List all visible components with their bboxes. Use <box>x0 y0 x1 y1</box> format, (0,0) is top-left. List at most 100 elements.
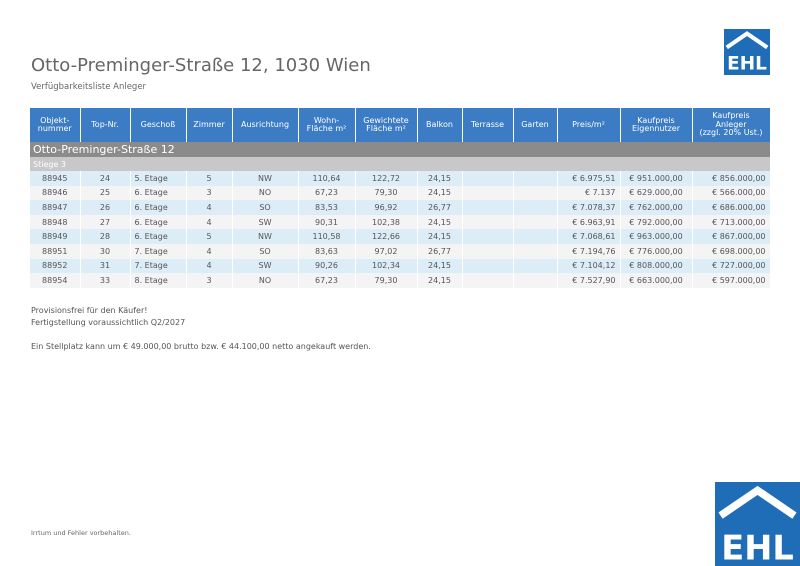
table-cell: NW <box>232 229 299 244</box>
table-cell: 88952 <box>30 258 81 274</box>
table-cell: 88954 <box>30 273 81 288</box>
table-cell: € 597.000,00 <box>692 273 771 288</box>
table-cell: 4 <box>186 214 233 230</box>
table-cell: 122,66 <box>355 229 418 244</box>
table-cell: 6. Etage <box>130 200 187 215</box>
table-cell <box>513 185 558 201</box>
table-cell <box>513 243 558 259</box>
table-cell: SO <box>232 200 299 215</box>
table-cell: 83,63 <box>298 243 356 259</box>
table-cell: € 7.527,90 <box>557 273 621 288</box>
table-cell: 83,53 <box>298 200 356 215</box>
table-cell: 5 <box>186 171 233 186</box>
table-cell: € 808.000,00 <box>620 258 693 274</box>
table-cell: SO <box>232 243 299 259</box>
street-row: Otto-Preminger-Straße 12 <box>30 142 771 157</box>
table-cell: 67,23 <box>298 273 356 288</box>
ehl-logo-bottom: EHL <box>715 482 800 566</box>
column-header: Preis/m² <box>557 108 621 142</box>
table-row: 88948 27 6. Etage 4 SW 90,31 102,38 24,15 € 6.96… <box>30 214 771 230</box>
table-cell: € 776.000,00 <box>620 243 693 259</box>
column-header: Ausrichtung <box>232 108 299 142</box>
table-cell: € 698.000,00 <box>692 243 771 259</box>
table-cell: 24,15 <box>417 273 463 288</box>
table-cell: 88947 <box>30 200 81 215</box>
table-cell: 27 <box>80 214 131 230</box>
table-cell <box>513 273 558 288</box>
table-cell: € 663.000,00 <box>620 273 693 288</box>
table-cell: 5. Etage <box>130 171 187 186</box>
table-cell: 6. Etage <box>130 214 187 230</box>
table-cell: 31 <box>80 258 131 274</box>
table-row: 88945 24 5. Etage 5 NW 110,64 122,72 24,15 € 6.9… <box>30 171 771 186</box>
table-cell: 88948 <box>30 214 81 230</box>
table-cell: 122,72 <box>355 171 418 186</box>
table-cell: 88951 <box>30 243 81 259</box>
column-header: Kaufpreis Eigennutzer <box>620 108 693 142</box>
table-cell: 88949 <box>30 229 81 244</box>
table-row: 88949 28 6. Etage 5 NW 110,58 122,66 24,15 € 7.0… <box>30 229 771 244</box>
table-cell <box>462 185 514 201</box>
svg-text:EHL: EHL <box>727 53 767 74</box>
table-cell <box>513 171 558 186</box>
table-cell: NO <box>232 185 299 201</box>
table-cell: 24 <box>80 171 131 186</box>
table-cell <box>462 273 514 288</box>
table-cell <box>462 171 514 186</box>
page-subtitle: Verfügbarkeitsliste Anleger <box>31 82 147 92</box>
table-cell <box>513 200 558 215</box>
table-cell: 7. Etage <box>130 258 187 274</box>
table-cell: 33 <box>80 273 131 288</box>
table-cell <box>462 258 514 274</box>
table-cell: 30 <box>80 243 131 259</box>
column-header: Gewichtete Fläche m² <box>355 108 418 142</box>
table-cell: € 7.104,12 <box>557 258 621 274</box>
table-cell: 24,15 <box>417 258 463 274</box>
table-cell: € 951.000,00 <box>620 171 693 186</box>
table-cell: 25 <box>80 185 131 201</box>
table-cell: 79,30 <box>355 273 418 288</box>
table-cell: € 856.000,00 <box>692 171 771 186</box>
table-cell: 67,23 <box>298 185 356 201</box>
table-cell: € 686.000,00 <box>692 200 771 215</box>
table-cell <box>462 200 514 215</box>
column-header: Garten <box>513 108 558 142</box>
table-cell: 24,15 <box>417 171 463 186</box>
table-cell: 7. Etage <box>130 243 187 259</box>
table-cell <box>513 229 558 244</box>
column-header: Kaufpreis Anleger (zzgl. 20% Ust.) <box>692 108 771 142</box>
table-cell: € 566.000,00 <box>692 185 771 201</box>
table-cell: 6. Etage <box>130 185 187 201</box>
table-cell: € 7.068,61 <box>557 229 621 244</box>
table-cell <box>513 258 558 274</box>
table-cell <box>513 214 558 230</box>
table-cell <box>462 243 514 259</box>
table-cell: 110,64 <box>298 171 356 186</box>
table-cell: 24,15 <box>417 214 463 230</box>
table-cell: 24,15 <box>417 185 463 201</box>
column-header: Zimmer <box>186 108 233 142</box>
table-cell: SW <box>232 214 299 230</box>
table-cell: 8. Etage <box>130 273 187 288</box>
svg-text:EHL: EHL <box>721 528 793 566</box>
column-header: Geschoß <box>130 108 187 142</box>
page-title: Otto-Preminger-Straße 12, 1030 Wien <box>31 55 371 76</box>
table-cell: € 7.078,37 <box>557 200 621 215</box>
table-cell: € 867.000,00 <box>692 229 771 244</box>
note-parking: Ein Stellplatz kann um € 49.000,00 brutt… <box>31 342 371 351</box>
column-header: Top-Nr. <box>80 108 131 142</box>
table-cell: € 792.000,00 <box>620 214 693 230</box>
table-cell: 96,92 <box>355 200 418 215</box>
table-cell: € 762.000,00 <box>620 200 693 215</box>
ehl-logo-top: EHL <box>724 29 770 75</box>
table-cell: 90,31 <box>298 214 356 230</box>
table-cell: € 6.963,91 <box>557 214 621 230</box>
table-cell: 5 <box>186 229 233 244</box>
table-row: 88954 33 8. Etage 3 NO 67,23 79,30 24,15 € 7.527… <box>30 273 771 288</box>
table-cell: 102,38 <box>355 214 418 230</box>
table-cell: NW <box>232 171 299 186</box>
table-cell: 110,58 <box>298 229 356 244</box>
table-cell: € 963.000,00 <box>620 229 693 244</box>
table-cell: SW <box>232 258 299 274</box>
table-row: 88946 25 6. Etage 3 NO 67,23 79,30 24,15 € 7.137… <box>30 185 771 201</box>
